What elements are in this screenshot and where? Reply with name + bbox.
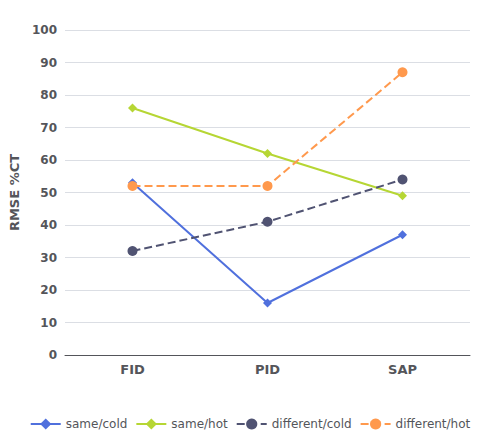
svg-text:50: 50 bbox=[40, 186, 57, 200]
svg-text:40: 40 bbox=[40, 218, 57, 232]
svg-text:same/cold: same/cold bbox=[66, 417, 128, 431]
svg-text:20: 20 bbox=[40, 283, 57, 297]
svg-text:30: 30 bbox=[40, 251, 57, 265]
svg-text:PID: PID bbox=[255, 362, 280, 377]
svg-text:different/hot: different/hot bbox=[396, 417, 471, 431]
svg-text:same/hot: same/hot bbox=[171, 417, 228, 431]
svg-text:60: 60 bbox=[40, 153, 57, 167]
svg-text:90: 90 bbox=[40, 56, 57, 70]
svg-text:10: 10 bbox=[40, 316, 57, 330]
svg-text:different/cold: different/cold bbox=[272, 417, 352, 431]
svg-text:70: 70 bbox=[40, 121, 57, 135]
svg-text:RMSE %CT: RMSE %CT bbox=[7, 154, 22, 231]
svg-text:SAP: SAP bbox=[388, 362, 417, 377]
svg-text:0: 0 bbox=[49, 348, 57, 362]
svg-text:FID: FID bbox=[120, 362, 145, 377]
svg-text:100: 100 bbox=[32, 23, 57, 37]
svg-text:80: 80 bbox=[40, 88, 57, 102]
